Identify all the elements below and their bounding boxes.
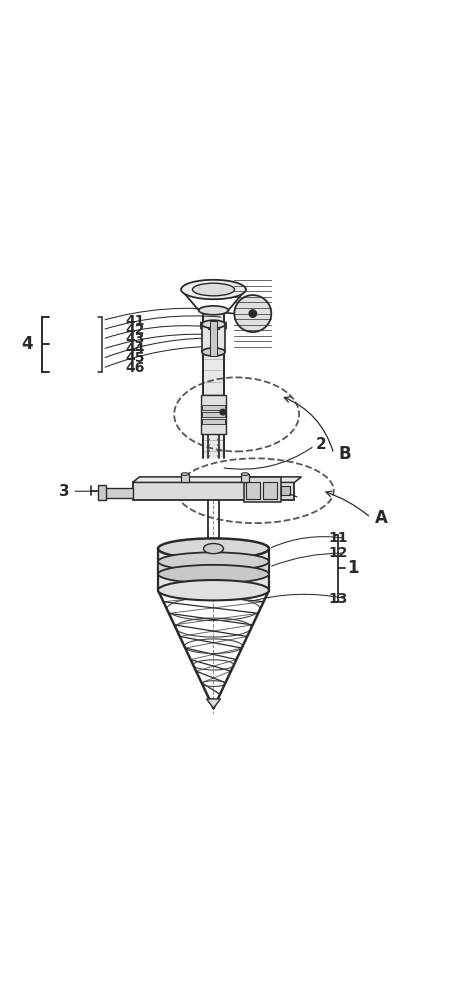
Ellipse shape [157, 538, 269, 559]
Bar [241, 474, 248, 482]
Circle shape [219, 409, 225, 415]
Ellipse shape [203, 543, 223, 554]
Ellipse shape [181, 473, 188, 475]
Text: 3: 3 [59, 484, 70, 499]
Text: 12: 12 [327, 546, 347, 560]
Bar [207, 324, 219, 329]
Bar [245, 482, 259, 499]
Bar [202, 419, 224, 424]
Bar [132, 482, 294, 500]
Circle shape [234, 295, 271, 332]
Bar [200, 395, 226, 434]
Text: 11: 11 [327, 531, 347, 545]
Ellipse shape [241, 473, 248, 475]
Ellipse shape [192, 283, 234, 296]
Bar [243, 477, 280, 502]
Text: 4: 4 [21, 335, 33, 353]
Text: 45: 45 [125, 351, 145, 365]
Bar [203, 310, 223, 458]
Bar [102, 488, 132, 498]
Ellipse shape [198, 306, 228, 315]
Text: 1: 1 [347, 559, 358, 577]
Polygon shape [206, 699, 220, 708]
Polygon shape [219, 322, 226, 329]
Bar [157, 562, 269, 574]
Text: B: B [338, 445, 350, 463]
Text: 46: 46 [125, 361, 144, 375]
Text: 43: 43 [125, 332, 144, 346]
Bar [263, 482, 276, 499]
Bar [98, 485, 106, 500]
Text: 2: 2 [314, 437, 325, 452]
Text: 13: 13 [327, 592, 347, 606]
Ellipse shape [157, 552, 269, 571]
Bar [209, 321, 217, 356]
Text: 42: 42 [125, 323, 145, 337]
Ellipse shape [201, 320, 225, 328]
Ellipse shape [201, 348, 225, 356]
Bar [280, 486, 289, 495]
Ellipse shape [157, 580, 269, 600]
Polygon shape [132, 477, 301, 482]
Text: 41: 41 [125, 314, 145, 328]
Polygon shape [200, 322, 207, 329]
Bar [202, 405, 224, 410]
Ellipse shape [181, 280, 245, 299]
Text: 44: 44 [125, 342, 145, 356]
Ellipse shape [157, 565, 269, 583]
Bar [202, 412, 224, 417]
Circle shape [249, 310, 256, 317]
Bar [181, 474, 188, 482]
Bar [201, 324, 225, 352]
Text: A: A [375, 509, 388, 527]
Bar [157, 549, 269, 590]
